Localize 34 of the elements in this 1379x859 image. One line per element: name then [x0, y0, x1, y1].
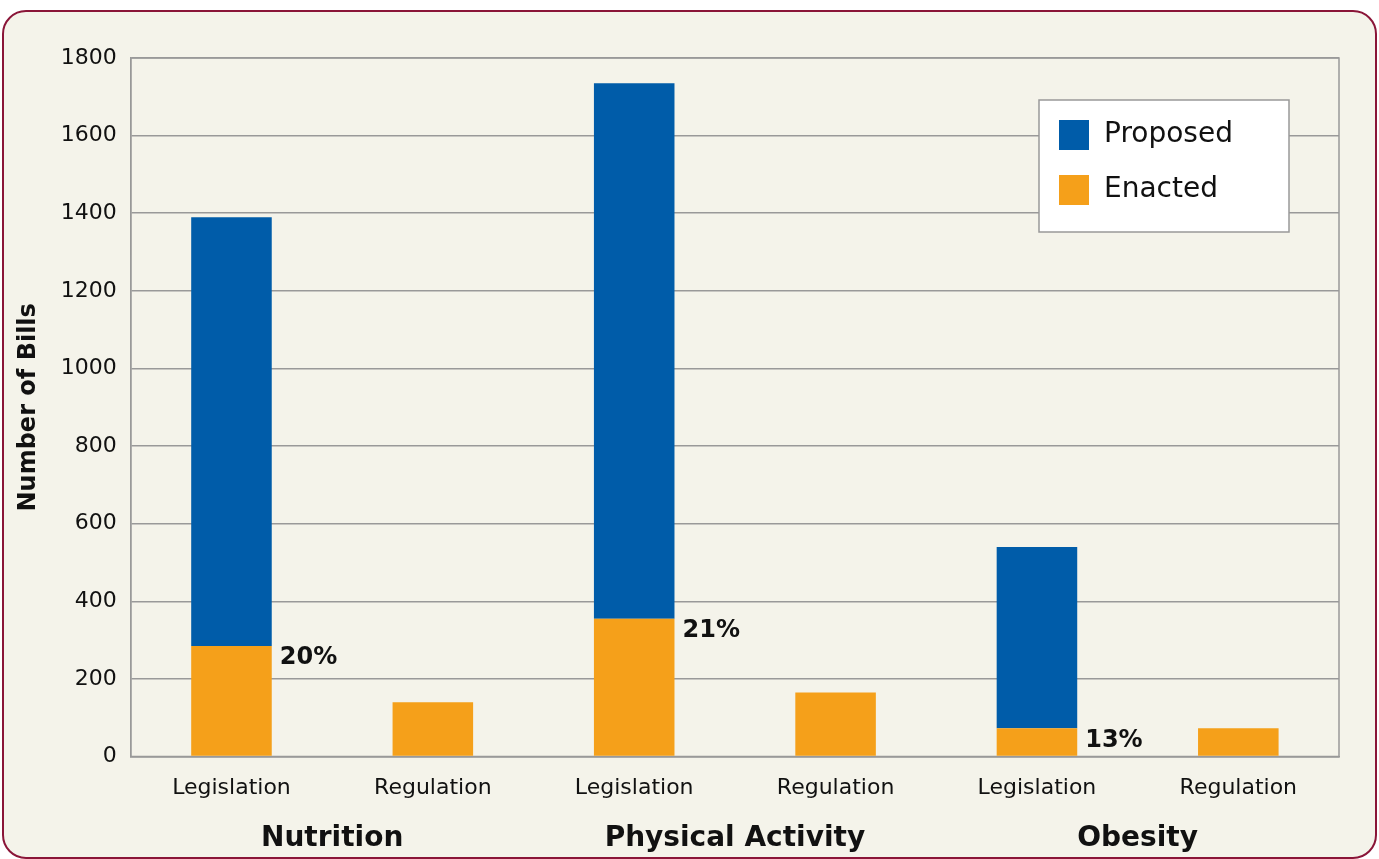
- y-tick-label: 1800: [60, 43, 117, 69]
- annotation: 20%: [279, 642, 338, 671]
- x-tick-label: Legislation: [172, 773, 291, 799]
- bar: [191, 645, 272, 756]
- x-tick-label: Legislation: [574, 773, 694, 799]
- y-tick-label: 0: [102, 742, 117, 768]
- x-tick-label: Regulation: [1179, 773, 1298, 799]
- bar: [1198, 728, 1279, 756]
- x-tick-label: Legislation: [977, 773, 1097, 799]
- y-tick-label: 200: [74, 664, 117, 690]
- text: Nutrition: [261, 819, 404, 853]
- y-axis-title: Number of Bills: [12, 303, 41, 512]
- y-tick-label: 800: [74, 431, 117, 457]
- y-tick-label: 1200: [60, 276, 117, 302]
- y-tick-label: 400: [74, 587, 117, 613]
- annotation: 13%: [1085, 724, 1143, 753]
- text: Physical Activity: [604, 819, 866, 853]
- legend-label: Enacted: [1104, 171, 1218, 205]
- y-tick-label: 1000: [60, 354, 117, 380]
- bar: [593, 83, 675, 619]
- y-tick-label: 600: [74, 509, 117, 535]
- bar: [593, 618, 675, 756]
- bar: [996, 547, 1078, 729]
- bar: [996, 728, 1078, 756]
- x-tick-label: Regulation: [374, 773, 492, 799]
- legend-label: Proposed: [1104, 116, 1233, 150]
- y-tick-label: 1400: [60, 198, 117, 224]
- x-tick-label: Regulation: [776, 773, 895, 799]
- bar: [191, 217, 272, 646]
- text: Obesity: [1077, 819, 1199, 853]
- bar: [795, 692, 876, 756]
- bar: [392, 702, 474, 756]
- y-tick-label: 1600: [60, 121, 117, 147]
- annotation: 21%: [682, 615, 740, 644]
